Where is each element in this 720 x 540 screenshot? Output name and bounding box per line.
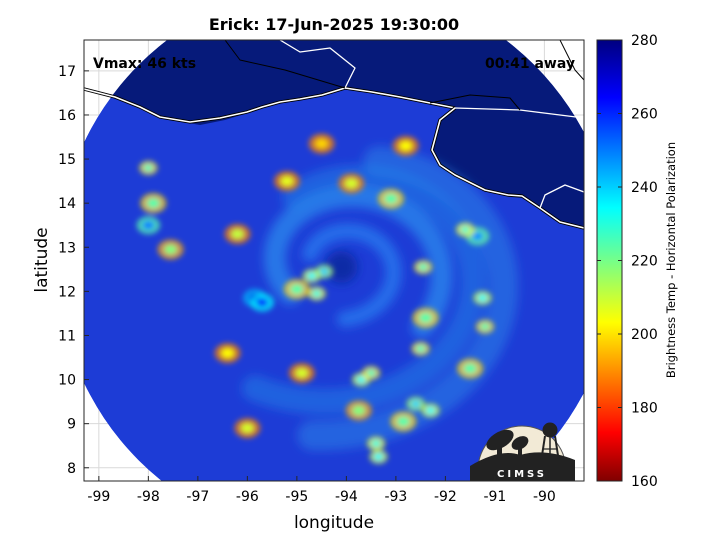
- convective-cell: [384, 193, 398, 204]
- time-offset-annotation: 00:41 away: [485, 56, 575, 72]
- y-axis-ticks: 8 9 10 11 12 13 14 15 16 17: [58, 64, 89, 477]
- y-tick-label: 8: [67, 461, 76, 477]
- x-tick-label: -95: [285, 489, 308, 505]
- convective-cell: [411, 400, 421, 408]
- convective-cell: [419, 312, 433, 323]
- x-tick-label: -94: [335, 489, 358, 505]
- colorbar-gradient: [596, 39, 623, 482]
- annotations: Vmax: 46 kts 00:41 away: [93, 56, 575, 72]
- convective-cell: [312, 290, 322, 298]
- logo-text: CIMSS: [497, 469, 547, 480]
- convective-cell: [240, 423, 254, 434]
- cimss-logo: CIMSS: [470, 422, 575, 481]
- coastline-central-america: [431, 107, 584, 229]
- state-border-3: [539, 184, 584, 209]
- y-tick-label: 13: [58, 240, 76, 256]
- colorbar-tick-label: 180: [631, 401, 658, 417]
- colorbar-tick-label: 260: [631, 107, 658, 123]
- logo-satellite-dish-icon: [486, 429, 529, 457]
- x-tick-label: -90: [533, 489, 556, 505]
- rainband: [302, 222, 402, 328]
- convective-cell: [280, 176, 294, 187]
- convective-cell: [307, 272, 317, 280]
- convective-cell: [366, 369, 376, 377]
- logo-water-tower-icon: [540, 422, 560, 463]
- x-axis-label: longitude: [294, 513, 374, 533]
- convective-cell: [142, 220, 155, 230]
- y-tick-label: 15: [58, 152, 76, 168]
- x-tick-label: -97: [186, 489, 209, 505]
- x-tick-label: -96: [236, 489, 259, 505]
- convective-cell: [319, 268, 329, 276]
- colorbar: 160 180 200 220 240 260 280 Brightness Temp - …: [596, 33, 678, 490]
- land-mexico: [84, 40, 584, 125]
- convective-cell: [352, 405, 366, 416]
- convective-cell: [399, 140, 413, 151]
- colorbar-tick-label: 240: [631, 180, 658, 196]
- colorbar-tick-label: 280: [631, 33, 658, 49]
- x-axis-ticks: -99 -98 -97 -96 -95 -94 -93 -92 -91 -90: [87, 476, 556, 505]
- plot-frame: [83, 39, 585, 482]
- vmax-annotation: Vmax: 46 kts: [93, 56, 196, 72]
- chart-title: Erick: 17-Jun-2025 19:30:00: [209, 15, 459, 34]
- convective-cell: [396, 416, 410, 427]
- coastlines: [84, 40, 584, 230]
- plot-area: Vmax: 46 kts 00:41 away CIMSS: [84, 40, 584, 481]
- convective-cells: [136, 133, 495, 464]
- y-tick-label: 10: [58, 373, 76, 389]
- convective-cell: [471, 231, 484, 241]
- convective-cell: [146, 198, 160, 209]
- convective-cell: [290, 284, 304, 295]
- y-tick-label: 12: [58, 284, 76, 300]
- microwave-swath: [84, 40, 584, 481]
- convective-cell: [164, 244, 178, 255]
- y-tick-label: 14: [58, 196, 76, 212]
- colorbar-label: Brightness Temp - Horizontal Polarizatio…: [664, 142, 678, 378]
- y-tick-label: 16: [58, 108, 76, 124]
- storm-eye: [325, 251, 358, 284]
- convective-cell: [416, 345, 426, 353]
- coastline-mexico: [84, 87, 456, 123]
- state-border-1: [279, 40, 356, 89]
- x-tick-label: -93: [384, 489, 407, 505]
- convective-cell: [371, 440, 381, 448]
- colorbar-tick-label: 220: [631, 254, 658, 270]
- convective-cell: [425, 406, 436, 414]
- convective-cell: [460, 226, 470, 234]
- x-tick-label: -98: [137, 489, 160, 505]
- x-tick-label: -99: [87, 489, 110, 505]
- colorbar-tick-label: 200: [631, 327, 658, 343]
- rainband: [263, 185, 453, 339]
- convective-cell: [418, 263, 428, 271]
- y-axis-label: latitude: [32, 227, 52, 292]
- convective-cell: [256, 297, 269, 307]
- convective-cell: [295, 367, 309, 378]
- convective-cell: [143, 164, 153, 172]
- y-tick-label: 9: [67, 417, 76, 433]
- land-border-outside: [84, 40, 584, 111]
- convective-cell: [315, 138, 329, 149]
- y-tick-label: 11: [58, 328, 76, 344]
- convective-cell: [230, 229, 244, 240]
- y-tick-label: 17: [58, 64, 76, 80]
- convective-cell: [477, 294, 488, 302]
- colorbar-tick-label: 160: [631, 474, 658, 490]
- convective-cell: [356, 376, 366, 384]
- convective-cell: [480, 323, 490, 331]
- x-tick-label: -92: [434, 489, 457, 505]
- convective-cell: [221, 348, 235, 359]
- convective-cell: [463, 363, 477, 374]
- logo-hill: [470, 452, 575, 481]
- colorbar-ticks: 160 180 200 220 240 260 280: [597, 33, 658, 490]
- convective-cell: [344, 178, 358, 189]
- x-tick-label: -91: [483, 489, 506, 505]
- convective-cell: [374, 453, 384, 461]
